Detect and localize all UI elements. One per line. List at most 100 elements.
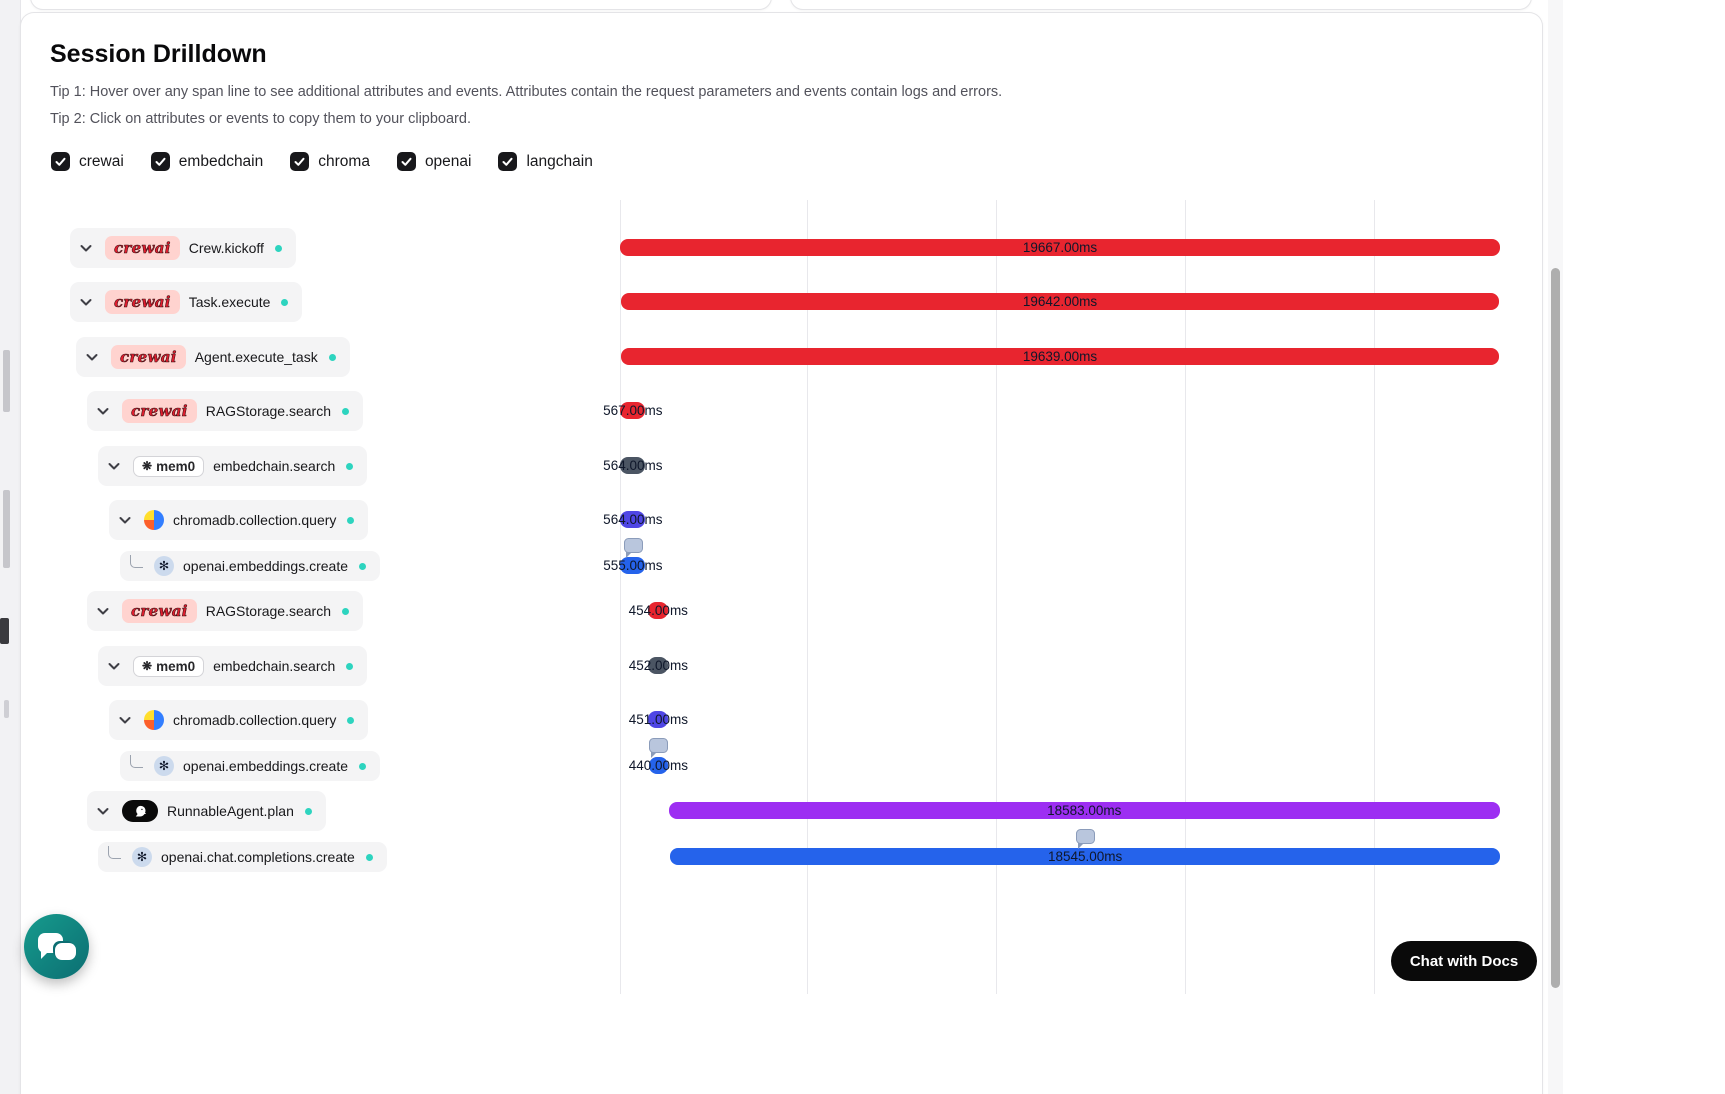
span-name-label: chromadb.collection.query: [173, 512, 337, 528]
filter-label-embedchain: embedchain: [178, 152, 264, 170]
filter-label-chroma: chroma: [318, 152, 370, 170]
expand-chevron-icon[interactable]: [82, 347, 102, 367]
openai-logo: ✻: [154, 556, 174, 576]
span-duration-bar[interactable]: [648, 757, 669, 774]
span-duration-label: 19639.00ms: [1022, 349, 1098, 364]
mem0-logo: ❋ mem0: [133, 655, 205, 677]
top-panel-left: [30, 0, 772, 10]
span-duration-label: 18583.00ms: [1047, 803, 1122, 818]
event-bubble-icon[interactable]: [623, 538, 643, 558]
span-duration-bar[interactable]: [620, 457, 646, 474]
expand-chevron-icon[interactable]: [104, 456, 124, 476]
chat-widget-button[interactable]: [24, 914, 89, 979]
scrollbar-thumb[interactable]: [1551, 268, 1560, 988]
span-duration-label: 452.00ms: [628, 658, 688, 673]
expand-chevron-icon[interactable]: [115, 510, 135, 530]
status-dot: [342, 607, 350, 615]
span-duration-bar[interactable]: [620, 348, 1500, 365]
expand-chevron-icon[interactable]: [76, 292, 96, 312]
timeline-gridline: [1374, 200, 1375, 994]
expand-chevron-icon[interactable]: [93, 601, 113, 621]
page-edge-artifact: [0, 618, 9, 644]
status-dot: [304, 807, 312, 815]
span-duration-label: 567.00ms: [603, 403, 663, 418]
event-bubble-icon[interactable]: [1076, 829, 1096, 849]
chroma-logo: [144, 710, 164, 730]
filter-embedchain[interactable]: embedchain: [150, 152, 264, 171]
expand-chevron-icon[interactable]: [76, 238, 96, 258]
span-name-label: Crew.kickoff: [188, 240, 264, 256]
page-title: Session Drilldown: [50, 40, 267, 68]
checkbox-chroma[interactable]: [290, 152, 310, 171]
chat-with-docs-button[interactable]: Chat with Docs: [1391, 941, 1537, 981]
status-dot: [359, 762, 367, 770]
langchain-logo: [122, 800, 158, 822]
filter-chroma[interactable]: chroma: [290, 152, 370, 171]
crewai-logo: crewai: [105, 290, 180, 314]
span-row-Agent.execute_task: crewai Agent.execute_task: [76, 337, 350, 377]
span-name-label: openai.chat.completions.create: [161, 849, 355, 865]
span-row-openai.embeddings.create: ✻ openai.embeddings.create: [120, 551, 381, 581]
span-name-label: RunnableAgent.plan: [167, 803, 294, 819]
expand-chevron-icon[interactable]: [93, 801, 113, 821]
span-duration-label: 19667.00ms: [1022, 240, 1098, 255]
status-dot: [328, 353, 336, 361]
filter-crewai[interactable]: crewai: [51, 152, 124, 171]
expand-chevron-icon[interactable]: [104, 656, 124, 676]
crewai-logo: crewai: [122, 599, 197, 623]
span-name-label: openai.embeddings.create: [183, 558, 349, 574]
span-name-label: chromadb.collection.query: [173, 712, 337, 728]
mem0-label: mem0: [156, 658, 196, 674]
page-edge-artifact: [3, 490, 10, 568]
span-row-RAGStorage.search: crewai RAGStorage.search: [87, 591, 364, 631]
checkbox-crewai[interactable]: [51, 152, 70, 171]
span-duration-label: 564.00ms: [603, 458, 663, 473]
chroma-logo: [144, 510, 164, 530]
status-dot: [274, 244, 282, 252]
span-duration-bar[interactable]: [620, 402, 646, 419]
top-panel-right: [790, 0, 1532, 10]
span-duration-bar[interactable]: [670, 848, 1500, 865]
span-name-label: Task.execute: [188, 294, 271, 310]
status-dot: [365, 853, 373, 861]
span-duration-bar[interactable]: [620, 293, 1500, 310]
span-row-openai.chat.completions.create: ✻ openai.chat.completions.create: [98, 842, 387, 872]
span-duration-bar[interactable]: [648, 657, 669, 674]
checkbox-embedchain[interactable]: [150, 152, 170, 171]
span-row-RunnableAgent.plan: RunnableAgent.plan: [87, 791, 326, 831]
filter-openai[interactable]: openai: [396, 152, 471, 171]
expand-chevron-icon[interactable]: [115, 710, 135, 730]
crewai-logo: crewai: [111, 345, 186, 369]
span-name-label: RAGStorage.search: [205, 403, 332, 419]
status-dot: [347, 516, 355, 524]
span-name-label: embedchain.search: [213, 658, 336, 674]
span-duration-label: 451.00ms: [628, 712, 689, 727]
span-duration-label: 454.00ms: [628, 603, 688, 618]
span-duration-bar[interactable]: [620, 557, 646, 574]
span-duration-bar[interactable]: [648, 602, 669, 619]
status-dot: [359, 562, 367, 570]
child-connector-icon: [130, 755, 143, 768]
checkbox-langchain[interactable]: [498, 152, 518, 171]
span-row-embedchain.search: ❋ mem0 embedchain.search: [98, 646, 368, 686]
filter-langchain[interactable]: langchain: [498, 152, 593, 171]
timeline-gridline: [807, 200, 808, 994]
expand-chevron-icon[interactable]: [93, 401, 113, 421]
crewai-logo: crewai: [122, 399, 197, 423]
span-duration-bar[interactable]: [648, 711, 669, 728]
status-dot: [281, 298, 289, 306]
span-duration-bar[interactable]: [668, 802, 1500, 819]
checkbox-openai[interactable]: [396, 152, 416, 171]
openai-logo: ✻: [154, 756, 174, 776]
filter-label-crewai: crewai: [79, 152, 124, 170]
span-duration-bar[interactable]: [620, 511, 646, 528]
span-duration-label: 440.00ms: [628, 758, 689, 773]
timeline-gridline: [620, 200, 621, 994]
span-name-label: RAGStorage.search: [205, 603, 332, 619]
span-duration-label: 555.00ms: [603, 558, 663, 573]
chat-bubble-icon-small: [55, 943, 76, 960]
event-bubble-icon[interactable]: [649, 738, 669, 758]
status-dot: [347, 716, 355, 724]
span-duration-bar[interactable]: [620, 239, 1500, 256]
child-connector-icon: [108, 846, 121, 859]
